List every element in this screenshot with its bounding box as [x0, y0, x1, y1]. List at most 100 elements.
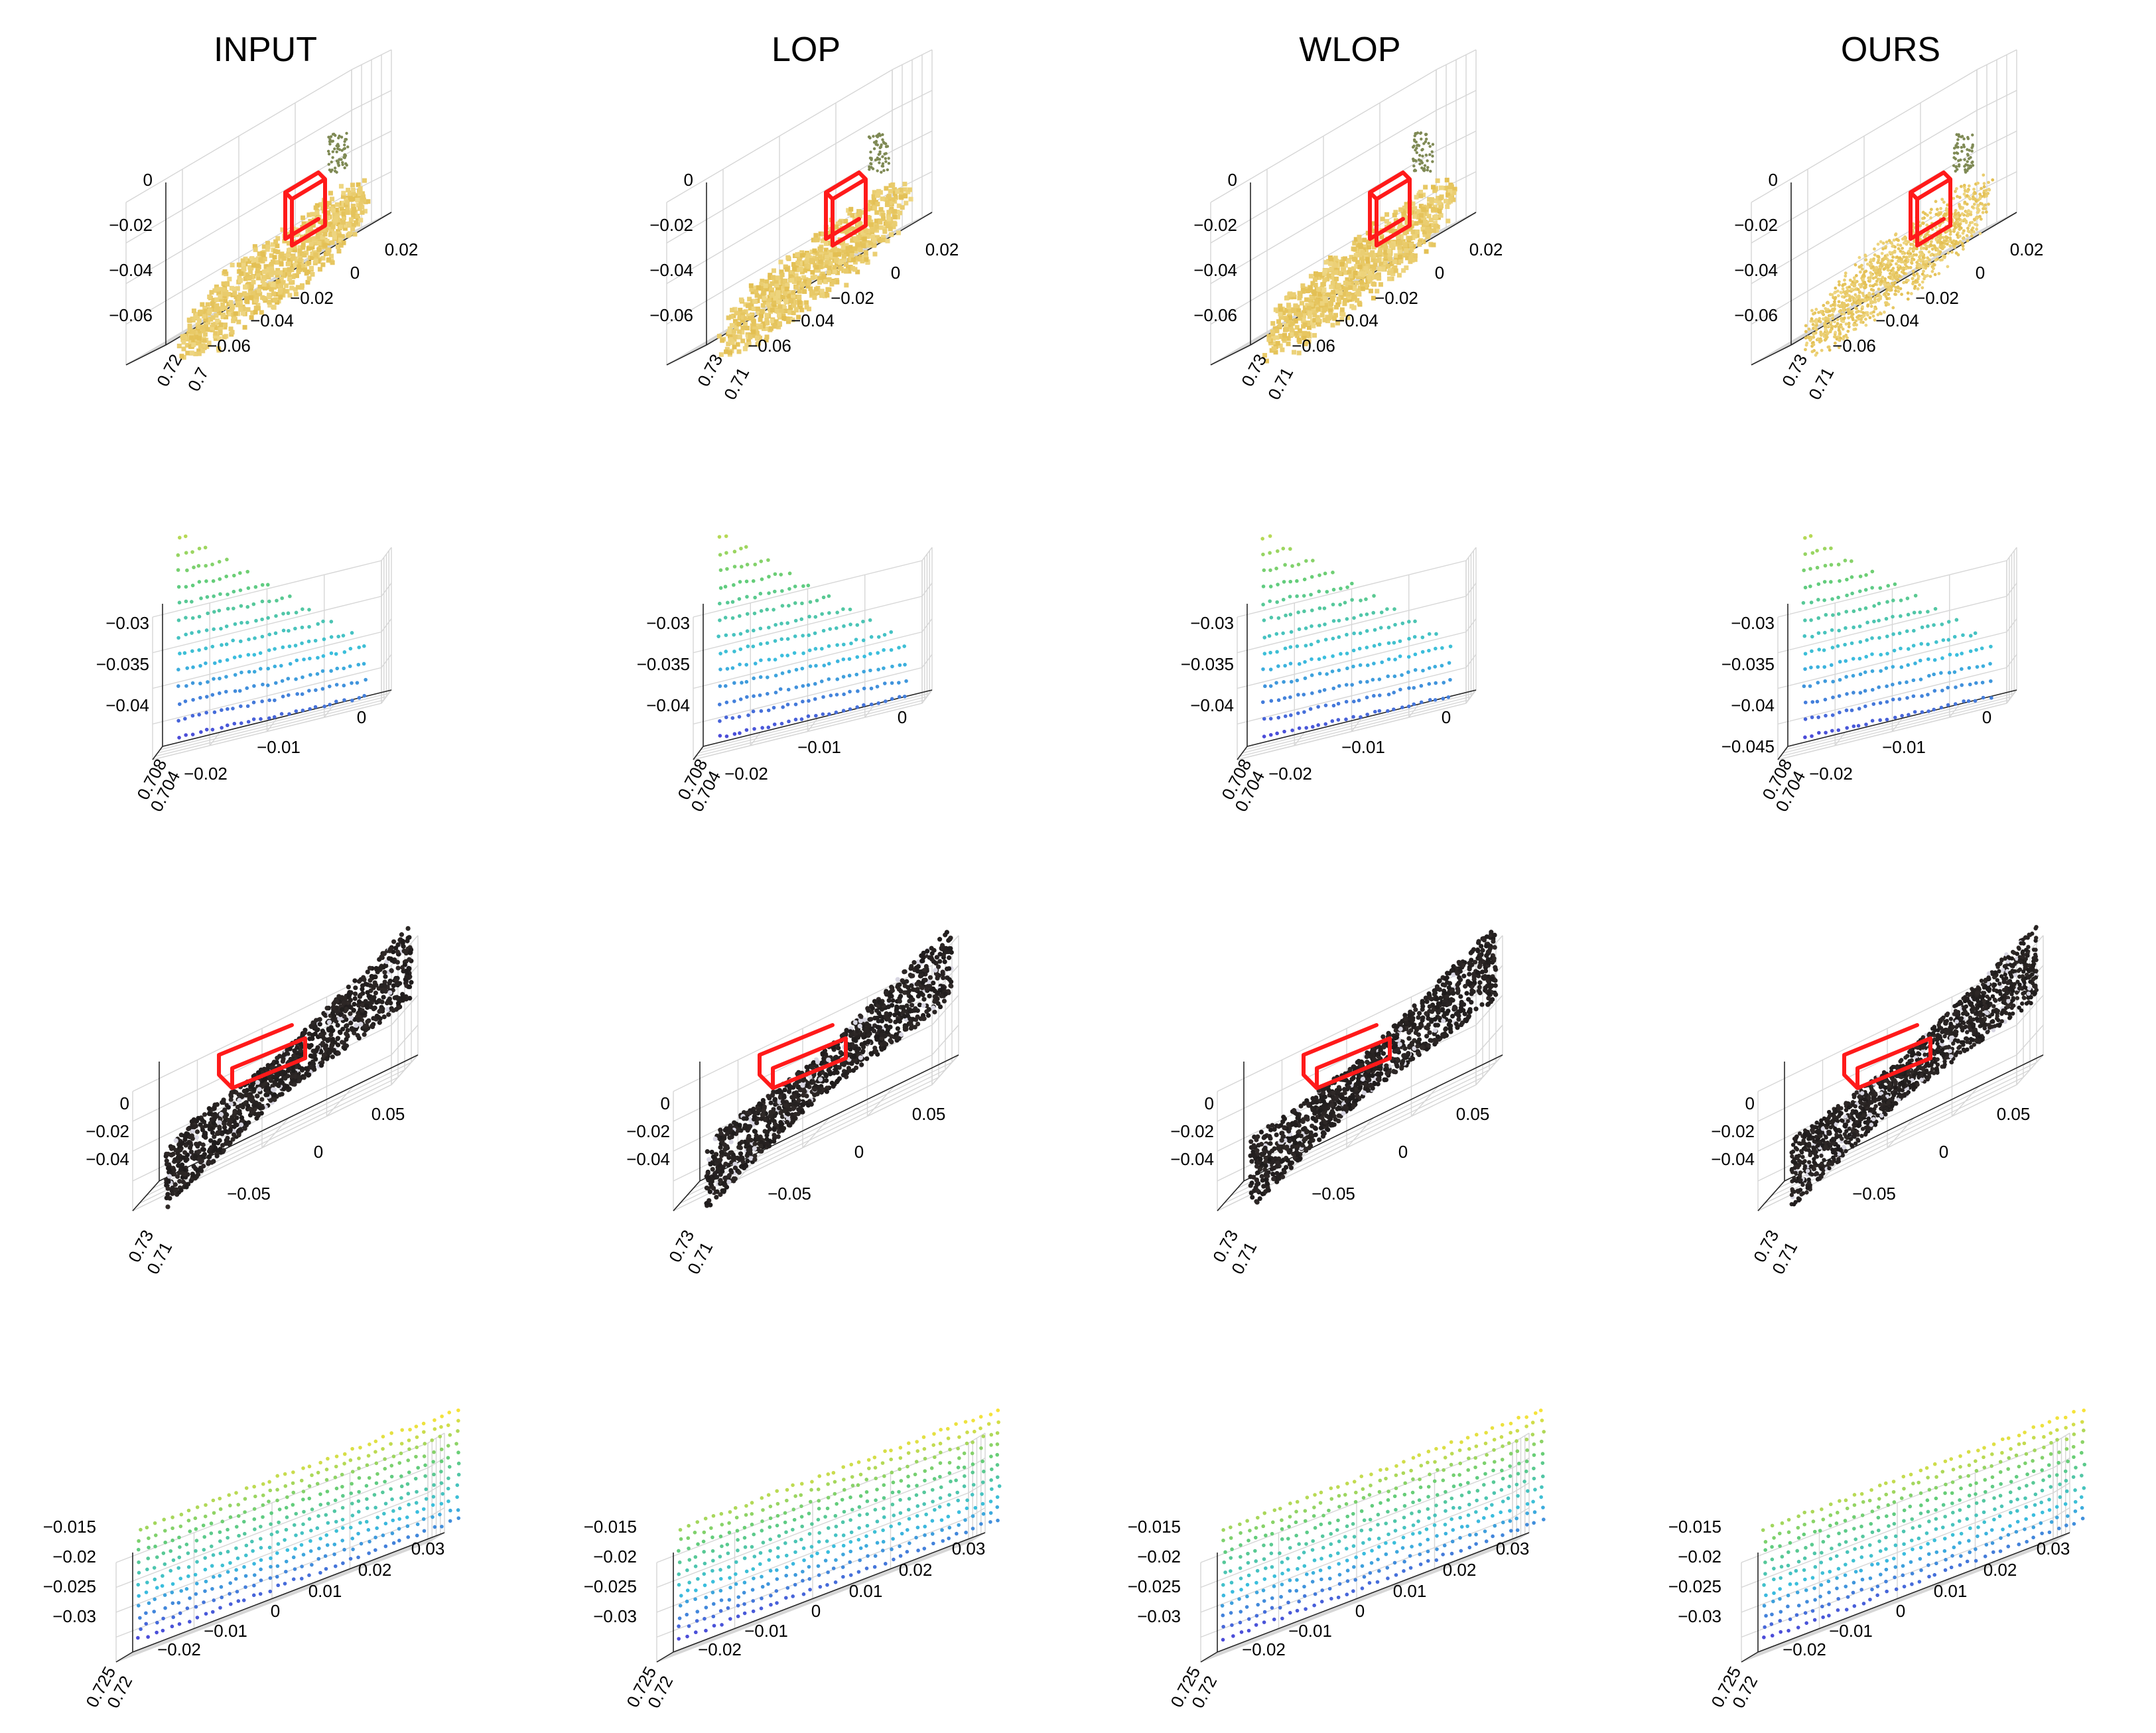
- cloud-point: [1836, 318, 1840, 322]
- cloud-voxel: [281, 280, 286, 285]
- cloud-voxel: [802, 289, 807, 295]
- cloud-voxel: [261, 269, 267, 275]
- cloud-point: [328, 138, 332, 141]
- cloud-voxel: [777, 304, 783, 309]
- cloud-point: [1407, 636, 1411, 641]
- cloud-voxel: [845, 245, 850, 251]
- cloud-voxel: [1300, 318, 1306, 323]
- cloud-voxel: [338, 184, 344, 189]
- cloud-voxel: [181, 346, 186, 352]
- cloud-voxel: [279, 283, 284, 288]
- cloud-voxel: [833, 257, 839, 263]
- cloud-voxel: [243, 276, 248, 281]
- cloud-voxel: [273, 249, 278, 254]
- cloud-point: [192, 565, 196, 569]
- cloud-voxel: [752, 326, 758, 332]
- cloud-point: [1933, 606, 1938, 611]
- cloud-voxel: [1421, 239, 1426, 244]
- cloud-voxel: [240, 258, 245, 263]
- cloud-point: [1331, 619, 1336, 623]
- cloud-point: [1918, 283, 1921, 287]
- cloud-voxel: [1376, 272, 1381, 277]
- cloud-voxel: [1301, 313, 1306, 318]
- cloud-point: [724, 715, 728, 719]
- cloud-point: [1868, 316, 1872, 320]
- cloud-point: [1345, 666, 1349, 671]
- cloud-point: [1948, 244, 1952, 248]
- cloud-point: [253, 636, 257, 640]
- cloud-voxel: [857, 257, 862, 262]
- cloud-voxel: [283, 267, 288, 273]
- cloud-point: [745, 612, 750, 616]
- cloud-point: [1406, 655, 1411, 659]
- cloud-point: [1392, 607, 1396, 611]
- cloud-voxel: [1321, 287, 1327, 293]
- cloud-point: [1810, 336, 1814, 339]
- cloud-point: [1365, 713, 1369, 717]
- cloud-point: [1871, 284, 1875, 288]
- cloud-voxel: [352, 232, 358, 237]
- cloud-voxel: [777, 321, 782, 326]
- cloud-point: [1448, 644, 1453, 649]
- cloud-point: [1823, 679, 1828, 683]
- cloud-voxel: [1357, 238, 1363, 243]
- cloud-point: [1976, 210, 1980, 214]
- cloud-point: [1973, 699, 1978, 703]
- cloud-point: [314, 688, 318, 692]
- cloud-voxel: [1415, 229, 1420, 234]
- cloud-point: [1889, 263, 1893, 267]
- cloud-voxel: [1380, 216, 1385, 222]
- cloud-point: [841, 675, 846, 679]
- cloud-point: [1836, 294, 1840, 298]
- cloud-point: [758, 675, 763, 679]
- cloud-voxel: [1380, 252, 1385, 257]
- cloud-point: [1926, 624, 1930, 628]
- x-axis-tick-label: −0.06: [207, 336, 251, 356]
- cloud-voxel: [190, 328, 196, 334]
- cloud-voxel: [1379, 261, 1384, 267]
- cloud-voxel: [218, 330, 223, 335]
- cloud-voxel: [761, 290, 766, 295]
- cloud-point: [1843, 559, 1848, 563]
- cloud-point: [273, 664, 277, 669]
- cloud-point: [1337, 684, 1341, 688]
- cloud-point: [1919, 677, 1923, 681]
- cloud-voxel: [1435, 178, 1440, 183]
- cloud-voxel: [248, 269, 253, 275]
- cloud-point: [884, 160, 888, 163]
- cloud-voxel: [278, 270, 283, 275]
- cloud-voxel: [196, 348, 202, 354]
- cloud-point: [739, 565, 744, 569]
- cloud-voxel: [1302, 335, 1307, 340]
- cloud-point: [869, 702, 874, 707]
- cloud-voxel: [815, 238, 820, 243]
- cloud-voxel: [770, 275, 775, 280]
- cloud-voxel: [766, 298, 771, 303]
- cloud-voxel: [812, 248, 817, 253]
- cloud-voxel: [257, 291, 263, 297]
- cloud-point: [1929, 216, 1932, 220]
- cloud-point: [212, 677, 216, 681]
- cloud-point: [1850, 575, 1854, 579]
- cloud-point: [1417, 158, 1421, 162]
- cloud-point: [1906, 647, 1911, 651]
- cloud-voxel: [1307, 310, 1312, 315]
- cloud-point: [1447, 661, 1451, 665]
- cloud-point: [1380, 660, 1384, 664]
- cloud-point: [1413, 134, 1416, 137]
- cloud-voxel: [782, 283, 787, 289]
- cloud-point: [1928, 258, 1931, 262]
- cloud-voxel: [1418, 240, 1423, 245]
- cloud-voxel: [754, 289, 759, 295]
- cloud-voxel: [1437, 200, 1442, 206]
- cloud-point: [1863, 689, 1867, 693]
- cloud-voxel: [795, 252, 800, 257]
- cloud-voxel: [187, 323, 192, 328]
- cloud-point: [1810, 309, 1814, 312]
- cloud-voxel: [1401, 210, 1406, 216]
- cloud-point: [1424, 153, 1428, 157]
- cloud-point: [745, 563, 750, 567]
- cloud-point: [881, 162, 885, 165]
- cloud-point: [868, 135, 871, 139]
- cloud-point: [206, 611, 210, 616]
